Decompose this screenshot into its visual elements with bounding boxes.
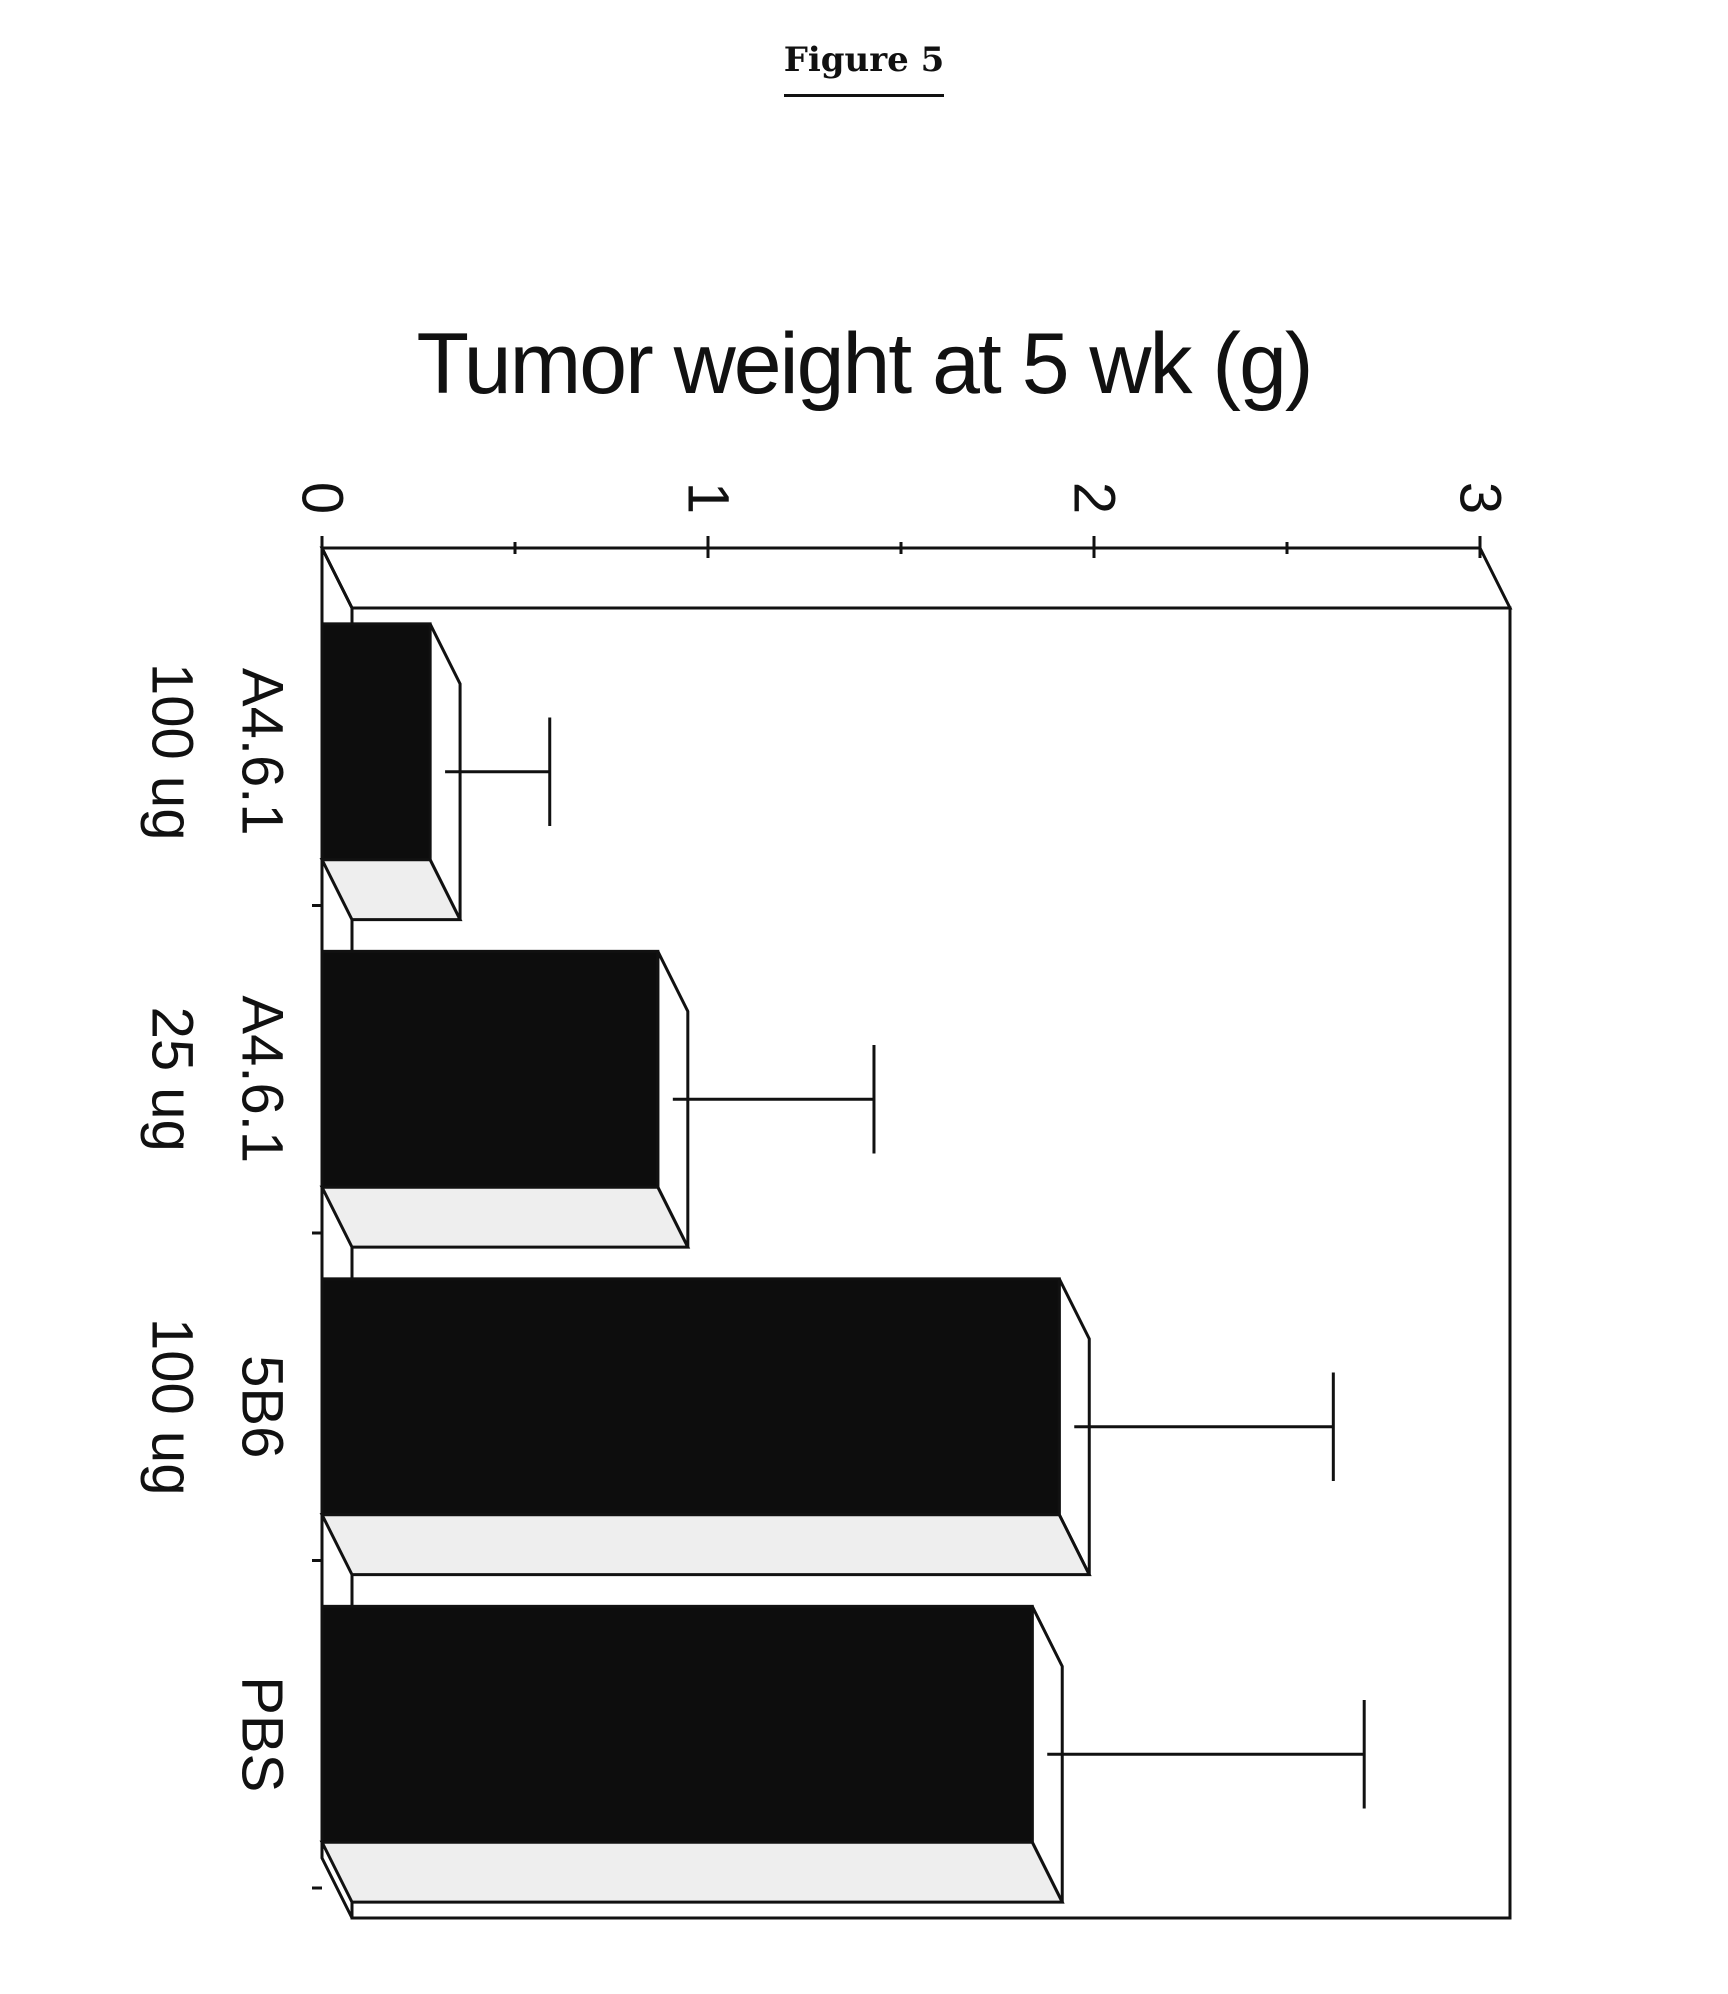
category-label-line1: A4.6.1 <box>230 668 295 836</box>
bar <box>320 949 660 1189</box>
category-label-line1: PBS <box>230 1676 295 1792</box>
top-edge <box>319 546 1513 610</box>
bar-bottom <box>319 1840 1065 1904</box>
category-label: PBS <box>230 1676 295 1792</box>
category-label-line2: 100 ug <box>140 663 205 840</box>
category-label: A4.6.1 100 ug <box>140 663 295 840</box>
tick-label: 1 <box>676 482 741 514</box>
bar-bottom <box>319 1513 1092 1577</box>
tick-label: 0 <box>290 482 355 514</box>
tick-label: 2 <box>1062 482 1127 514</box>
axis-ticks <box>312 536 1482 1890</box>
bar <box>320 1604 1034 1844</box>
figure-label: Figure 5 <box>0 40 1728 97</box>
bar-bottom <box>319 1185 691 1249</box>
category-label-line2: 25 ug <box>140 1007 205 1152</box>
category-label: A4.6.1 25 ug <box>140 995 295 1163</box>
bar <box>320 622 432 862</box>
category-label: 5B6 100 ug <box>140 1318 295 1495</box>
axis-labels: 0 1 2 3 A4.6.1 100 ug A4.6.1 25 ug 5B6 100 ug PBS <box>140 482 1513 1792</box>
category-label-line2: 100 ug <box>140 1318 205 1495</box>
category-label-line1: 5B6 <box>230 1355 295 1458</box>
chart-title: Tumor weight at 5 wk (g) <box>416 316 1313 412</box>
error-bars <box>445 717 1366 1809</box>
bar <box>320 1277 1061 1517</box>
bars <box>319 622 1092 1904</box>
category-label-line1: A4.6.1 <box>230 995 295 1163</box>
tick-label: 3 <box>1448 482 1513 514</box>
